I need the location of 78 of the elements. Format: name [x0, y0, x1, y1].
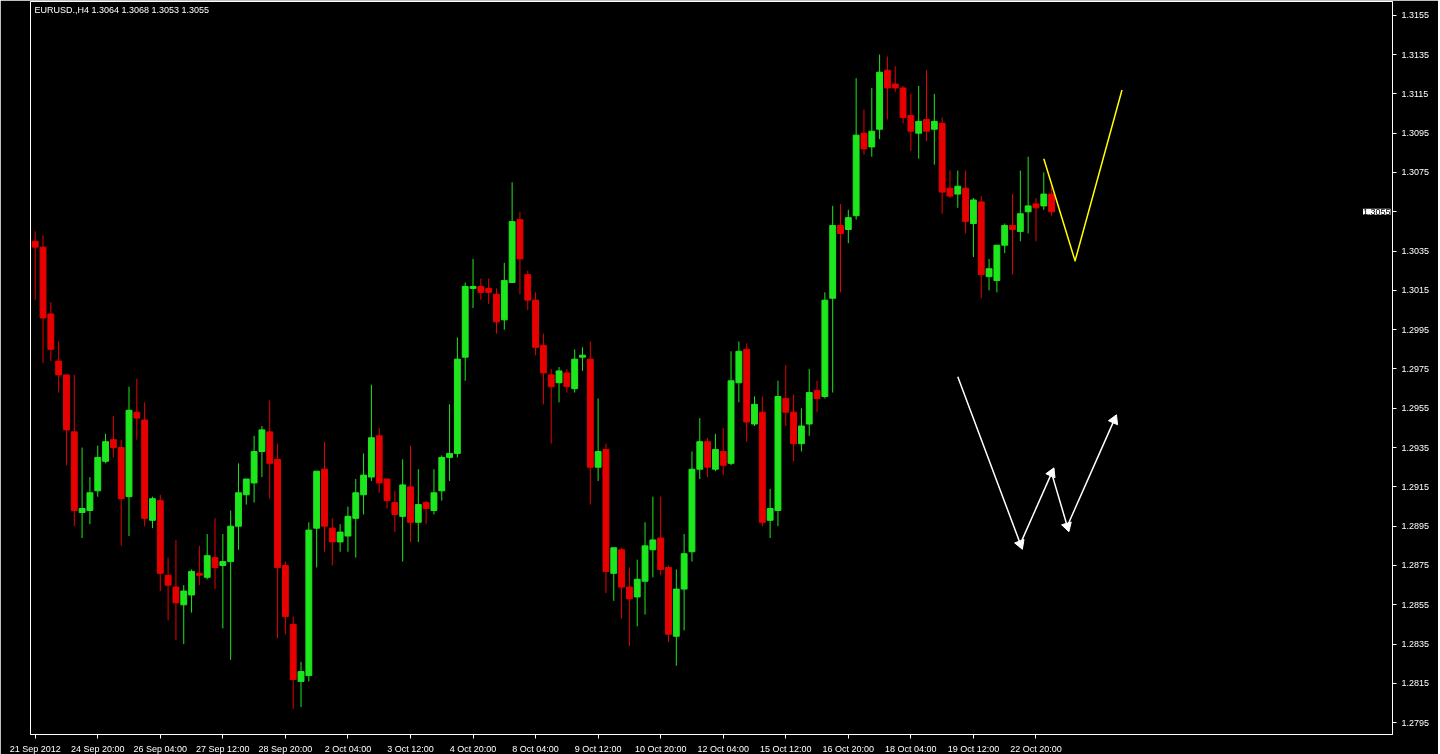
y-tick-label: 1.3135	[1401, 49, 1430, 60]
candlestick	[195, 545, 203, 586]
candlestick	[719, 427, 727, 476]
candlestick	[868, 87, 876, 158]
candlestick	[414, 468, 422, 543]
candlestick	[149, 496, 156, 529]
candlestick	[203, 533, 211, 580]
candlestick	[594, 397, 602, 482]
x-tick-label: 10 Oct 20:00	[634, 743, 687, 754]
candlestick	[1032, 197, 1040, 242]
x-tick-label: 12 Oct 04:00	[697, 743, 750, 754]
candlestick	[563, 368, 571, 394]
candlestick	[391, 490, 399, 533]
y-tick-label: 1.2975	[1401, 363, 1430, 374]
y-tick-label: 1.3035	[1401, 246, 1430, 257]
x-tick-label: 19 Oct 12:00	[947, 743, 1000, 754]
x-tick-label: 3 Oct 12:00	[387, 743, 434, 754]
candlestick	[1009, 193, 1016, 276]
y-tick-label: 1.2995	[1401, 324, 1430, 335]
candlestick	[711, 433, 719, 472]
candlestick	[797, 407, 805, 453]
candlestick	[969, 197, 977, 258]
y-tick-label: 1.3155	[1401, 10, 1430, 21]
y-tick-label: 1.3115	[1401, 88, 1429, 99]
candlestick	[1040, 171, 1048, 211]
candlestick	[860, 109, 868, 156]
x-tick-label: 18 Oct 04:00	[885, 743, 937, 754]
point	[1014, 538, 1025, 550]
x-tick-label: 21 Sep 2012	[9, 743, 61, 754]
annotation: 1.3055	[1362, 206, 1391, 217]
x-tick-label: 2 Oct 04:00	[324, 743, 372, 754]
candlestick	[1016, 170, 1024, 242]
candlestick	[954, 170, 962, 209]
chart-title: EURUSD.,H4 1.3064 1.3068 1.3053 1.3055	[34, 4, 210, 15]
candlestick	[844, 209, 852, 244]
x-tick-label: 24 Sep 20:00	[70, 743, 125, 754]
point	[1045, 467, 1056, 479]
y-tick-label: 1.2815	[1401, 678, 1430, 689]
y-tick-label: 1.2835	[1401, 639, 1430, 650]
candlestick	[172, 539, 180, 641]
x-tick-label: 4 Oct 20:00	[449, 743, 497, 754]
candlestick	[211, 517, 219, 590]
candlestick	[923, 69, 930, 142]
candlestick	[422, 500, 430, 525]
candlestick	[751, 395, 758, 427]
x-tick-label: 26 Sep 04:00	[133, 743, 188, 754]
x-tick-label: 28 Sep 20:00	[258, 743, 313, 754]
x-tick-label: 8 Oct 04:00	[512, 743, 559, 754]
candlestick	[164, 557, 172, 622]
candlestick	[813, 380, 821, 413]
candlestick	[133, 378, 141, 441]
candlestick	[328, 517, 336, 566]
candlestick	[915, 85, 923, 160]
x-tick-label: 15 Oct 12:00	[760, 743, 812, 754]
candlestick	[1048, 185, 1056, 217]
y-tick-label: 1.3015	[1401, 285, 1430, 296]
candlestick	[547, 368, 555, 445]
y-tick-label: 1.2935	[1401, 442, 1430, 453]
y-tick-label: 1.2895	[1401, 521, 1430, 532]
x-tick-label: 22 Oct 20:00	[1010, 743, 1062, 754]
x-tick-label: 9 Oct 12:00	[574, 743, 622, 754]
candlestick	[930, 93, 938, 166]
candlestick	[555, 366, 563, 403]
candlestick	[837, 203, 844, 293]
y-tick-label: 1.2875	[1401, 560, 1430, 571]
y-tick-label: 1.2855	[1401, 599, 1430, 610]
point	[1107, 414, 1119, 426]
x-tick-label: 27 Sep 12:00	[196, 743, 250, 754]
y-tick-label: 1.2955	[1401, 403, 1430, 414]
y-tick-label: 1.3095	[1401, 128, 1430, 139]
point	[1061, 521, 1072, 533]
candlestick	[579, 346, 586, 372]
candlestick	[430, 468, 438, 515]
candlestick	[1024, 156, 1032, 234]
y-tick-label: 1.3075	[1401, 167, 1430, 178]
y-tick-label: 1.2795	[1401, 717, 1430, 728]
y-tick-label: 1.2915	[1401, 481, 1430, 492]
x-tick-label: 16 Oct 20:00	[822, 743, 875, 754]
